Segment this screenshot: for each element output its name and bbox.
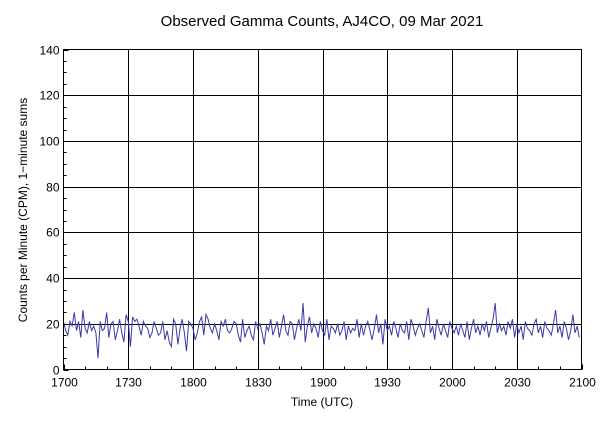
y-tick-label: 60 bbox=[46, 226, 60, 240]
y-axis-label: Counts per Minute (CPM), 1−minute sums bbox=[16, 98, 30, 322]
x-tick-label: 2100 bbox=[569, 376, 596, 390]
y-tick-label: 40 bbox=[46, 272, 60, 286]
plot-frame bbox=[63, 49, 582, 370]
x-tick-label: 1830 bbox=[245, 376, 272, 390]
axis-ticks bbox=[63, 50, 583, 371]
y-tick-label: 100 bbox=[39, 135, 59, 149]
plot-series bbox=[63, 303, 580, 359]
y-tick-label: 20 bbox=[46, 318, 60, 332]
y-tick-label: 80 bbox=[46, 181, 60, 195]
x-axis-label: Time (UTC) bbox=[291, 395, 353, 409]
cpm-series-line bbox=[63, 303, 580, 359]
y-tick-label: 120 bbox=[39, 89, 59, 103]
grid-lines bbox=[63, 49, 582, 370]
chart-title: Observed Gamma Counts, AJ4CO, 09 Mar 202… bbox=[161, 13, 484, 30]
y-tick-label: 0 bbox=[53, 364, 60, 378]
x-tick-label: 1700 bbox=[51, 376, 78, 390]
x-tick-label: 2030 bbox=[504, 376, 531, 390]
x-tick-label: 1800 bbox=[180, 376, 207, 390]
y-tick-label: 140 bbox=[39, 44, 59, 58]
x-tick-label: 2000 bbox=[439, 376, 466, 390]
x-tick-label: 1730 bbox=[115, 376, 142, 390]
x-tick-labels: 1700 1730 1800 1830 1900 1930 2000 2030 2100 bbox=[51, 376, 596, 390]
x-tick-label: 1930 bbox=[374, 376, 401, 390]
y-tick-labels: 0 20 40 60 80 100 120 140 bbox=[39, 44, 59, 378]
x-tick-label: 1900 bbox=[310, 376, 337, 390]
